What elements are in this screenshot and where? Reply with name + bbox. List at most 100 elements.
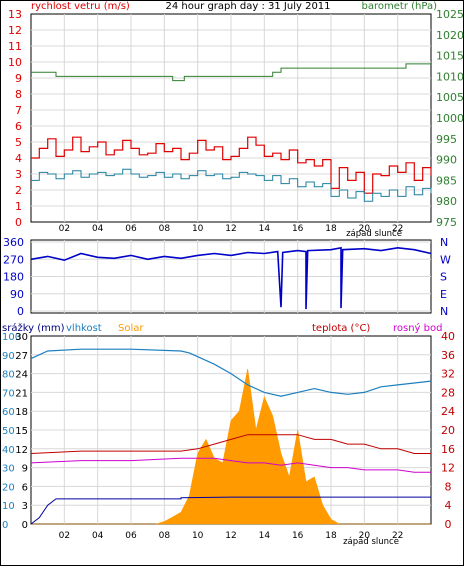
humidity-tick-label: 30 <box>2 464 15 475</box>
hour-tick-label: 22 <box>392 531 403 541</box>
pressure-tick-label: 1015 <box>436 50 464 63</box>
rain-tick-label: 0 <box>22 520 28 531</box>
hour-tick-label: 22 <box>392 224 403 234</box>
hour-tick-label: 10 <box>192 224 204 234</box>
wind-tick-label: 6 <box>15 120 22 133</box>
hour-tick-label: 04 <box>92 224 104 234</box>
wind-tick-label: 13 <box>8 8 22 21</box>
pressure-tick-label: 995 <box>436 133 457 146</box>
wind-tick-label: 4 <box>15 152 22 165</box>
compass-tick-label: N <box>440 236 448 249</box>
panel-top-grid <box>31 14 431 222</box>
humidity-tick-label: 70 <box>2 388 15 399</box>
pressure-tick-label: 990 <box>436 154 457 167</box>
hour-tick-label: 12 <box>225 224 236 234</box>
direction-tick-label: 360 <box>3 236 24 249</box>
temperature-tick-label: 40 <box>441 330 455 343</box>
humidity-tick-label: 60 <box>2 407 15 418</box>
series-solar <box>31 368 431 525</box>
hour-tick-label: 06 <box>125 224 137 234</box>
pressure-tick-label: 975 <box>436 216 457 229</box>
panel-bottom-x-ticks: 02 04 06 08 10 12 14 16 18 20 22 <box>59 531 404 541</box>
hour-tick-label: 10 <box>192 531 204 541</box>
hour-tick-label: 12 <box>225 531 236 541</box>
rain-tick-label: 27 <box>15 351 28 362</box>
hour-tick-label: 14 <box>259 224 271 234</box>
compass-tick-label: N <box>440 305 448 318</box>
series-humidity <box>30 348 432 397</box>
wind-axis-title: rychlost vetru (m/s) <box>31 1 130 12</box>
rain-tick-label: 24 <box>15 370 28 381</box>
legend-humidity: vlhkost <box>66 323 102 334</box>
hour-tick-label: 08 <box>159 531 171 541</box>
wind-tick-label: 9 <box>15 72 22 85</box>
legend-solar: Solar <box>118 323 144 334</box>
temperature-tick-label: 8 <box>445 480 452 493</box>
hour-tick-label: 20 <box>359 224 371 234</box>
pressure-tick-label: 985 <box>436 174 457 187</box>
series-direction <box>30 246 432 310</box>
rain-tick-label: 21 <box>15 388 28 399</box>
compass-tick-label: S <box>440 271 447 284</box>
wind-tick-label: 1 <box>15 200 22 213</box>
panel-top-x-ticks: 02 04 06 08 10 12 14 16 18 20 22 <box>59 224 404 234</box>
temperature-tick-label: 16 <box>441 443 455 456</box>
wind-tick-label: 11 <box>8 40 22 53</box>
series-temperature <box>30 434 431 454</box>
hour-tick-label: 20 <box>359 531 371 541</box>
legend-dewpoint: rosný bod <box>393 322 442 334</box>
direction-tick-label: 0 <box>17 305 24 318</box>
direction-tick-label: 180 <box>3 271 24 284</box>
series-dewpoint <box>30 457 431 473</box>
pressure-tick-label: 980 <box>436 195 457 208</box>
hour-tick-label: 02 <box>59 224 70 234</box>
hour-tick-label: 18 <box>325 531 337 541</box>
panel-mid-left-ticks: 0 90 180 270 360 <box>3 236 24 318</box>
wind-tick-label: 0 <box>15 216 22 229</box>
wind-tick-label: 2 <box>15 184 22 197</box>
hour-tick-label: 02 <box>59 531 70 541</box>
wind-tick-label: 7 <box>15 104 22 117</box>
pressure-axis-title: barometr (hPa) <box>362 1 438 12</box>
temperature-tick-label: 0 <box>445 518 452 531</box>
pressure-tick-label: 1000 <box>436 112 464 125</box>
hour-tick-label: 16 <box>292 224 304 234</box>
humidity-tick-label: 50 <box>2 426 15 437</box>
humidity-tick-label: 20 <box>2 482 15 493</box>
legend-rain: srážky (mm) <box>2 322 65 334</box>
humidity-tick-label: 90 <box>2 351 15 362</box>
wind-tick-label: 3 <box>15 168 22 181</box>
series-wind_avg <box>31 168 432 202</box>
humidity-tick-label: 10 <box>2 501 15 512</box>
direction-tick-label: 90 <box>10 288 24 301</box>
series-rain <box>30 496 431 525</box>
hour-tick-label: 06 <box>125 531 137 541</box>
hour-tick-label: 08 <box>159 224 171 234</box>
panel-mid-series <box>30 246 432 310</box>
rain-tick-label: 12 <box>15 445 28 456</box>
rain-tick-label: 9 <box>22 464 28 475</box>
compass-tick-label: E <box>440 288 447 301</box>
temperature-tick-label: 36 <box>441 349 455 362</box>
pressure-tick-label: 1005 <box>436 91 464 104</box>
temperature-tick-label: 24 <box>441 405 455 418</box>
legend-temperature: teplota (°C) <box>312 323 370 334</box>
temperature-tick-label: 28 <box>441 386 455 399</box>
rain-tick-label: 6 <box>22 482 28 493</box>
wind-tick-label: 8 <box>15 88 22 101</box>
panel-bottom-series <box>30 348 432 525</box>
temperature-tick-label: 32 <box>441 368 455 381</box>
wind-tick-label: 10 <box>8 56 22 69</box>
hour-tick-label: 14 <box>259 531 271 541</box>
panel-bottom-legend: srážky (mm) vlhkost Solar teplota (°C) r… <box>2 322 442 334</box>
pressure-tick-label: 1025 <box>436 8 464 21</box>
wind-tick-label: 12 <box>8 24 22 37</box>
panel-mid-grid <box>31 240 431 313</box>
series-pressure <box>31 63 431 82</box>
temperature-tick-label: 12 <box>441 462 455 475</box>
rain-tick-label: 30 <box>15 332 28 343</box>
